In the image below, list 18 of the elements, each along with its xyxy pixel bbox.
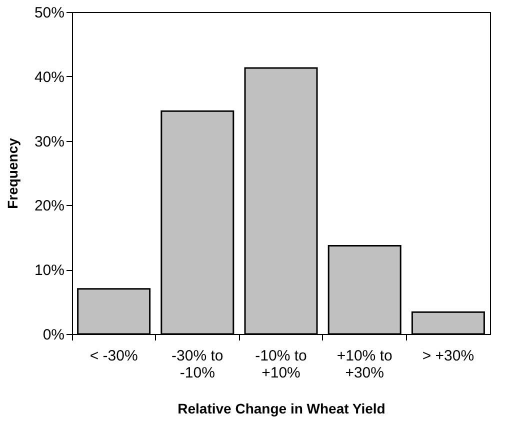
x-tick-label: < -30% [90, 348, 138, 364]
bar [328, 245, 402, 335]
x-tick-label: > +30% [422, 348, 474, 364]
x-tick-label: -10% to +10% [255, 348, 307, 382]
y-tick-label: 0% [42, 326, 64, 344]
x-axis-title: Relative Change in Wheat Yield [178, 400, 386, 416]
y-axis-title: Frequency [4, 138, 20, 209]
bar [244, 67, 318, 335]
y-tick-label: 50% [34, 4, 64, 22]
y-tick-label: 30% [34, 133, 64, 150]
y-tick-label: 20% [34, 198, 64, 215]
y-tick-label: 40% [34, 68, 64, 86]
bar [77, 288, 151, 335]
bar [411, 311, 485, 335]
bar [160, 110, 234, 335]
y-tick-label: 10% [34, 262, 64, 280]
x-tick-label: -30% to -10% [172, 348, 224, 382]
x-tick-label: +10% to +30% [336, 348, 392, 382]
